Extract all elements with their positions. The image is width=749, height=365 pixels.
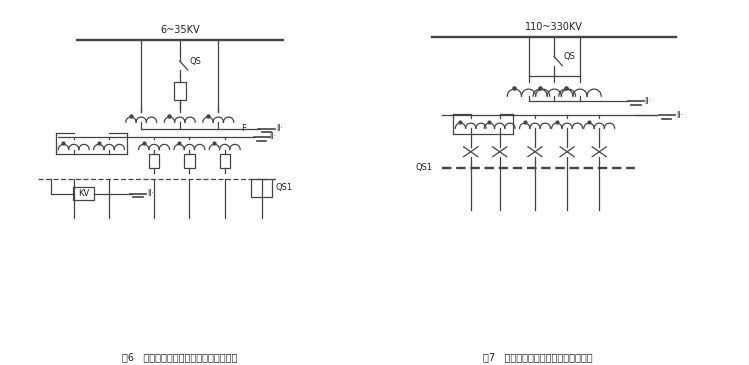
Text: 6~35KV: 6~35KV — [160, 26, 199, 35]
Text: II·: II· — [644, 96, 651, 105]
Bar — [174, 82, 186, 100]
Text: 110~330KV: 110~330KV — [525, 22, 583, 32]
Bar — [149, 154, 160, 168]
Text: F: F — [242, 124, 246, 134]
Bar — [219, 154, 230, 168]
Bar — [251, 179, 272, 197]
Text: QS: QS — [189, 57, 201, 66]
Bar — [73, 187, 94, 200]
Text: QS1: QS1 — [276, 183, 292, 192]
Text: II·: II· — [148, 189, 154, 198]
Text: II·: II· — [270, 132, 276, 141]
Text: KV: KV — [78, 189, 89, 198]
Text: II·: II· — [276, 124, 283, 133]
Text: QS1: QS1 — [415, 164, 432, 172]
Text: 图6   非有效接地系统电压互感器接线分析: 图6 非有效接地系统电压互感器接线分析 — [122, 352, 237, 362]
Text: 图7   有效接地系统电压互感器接线分析: 图7 有效接地系统电压互感器接线分析 — [483, 352, 593, 362]
Bar — [184, 154, 195, 168]
Text: II·: II· — [676, 111, 683, 120]
Text: QS: QS — [564, 52, 576, 61]
